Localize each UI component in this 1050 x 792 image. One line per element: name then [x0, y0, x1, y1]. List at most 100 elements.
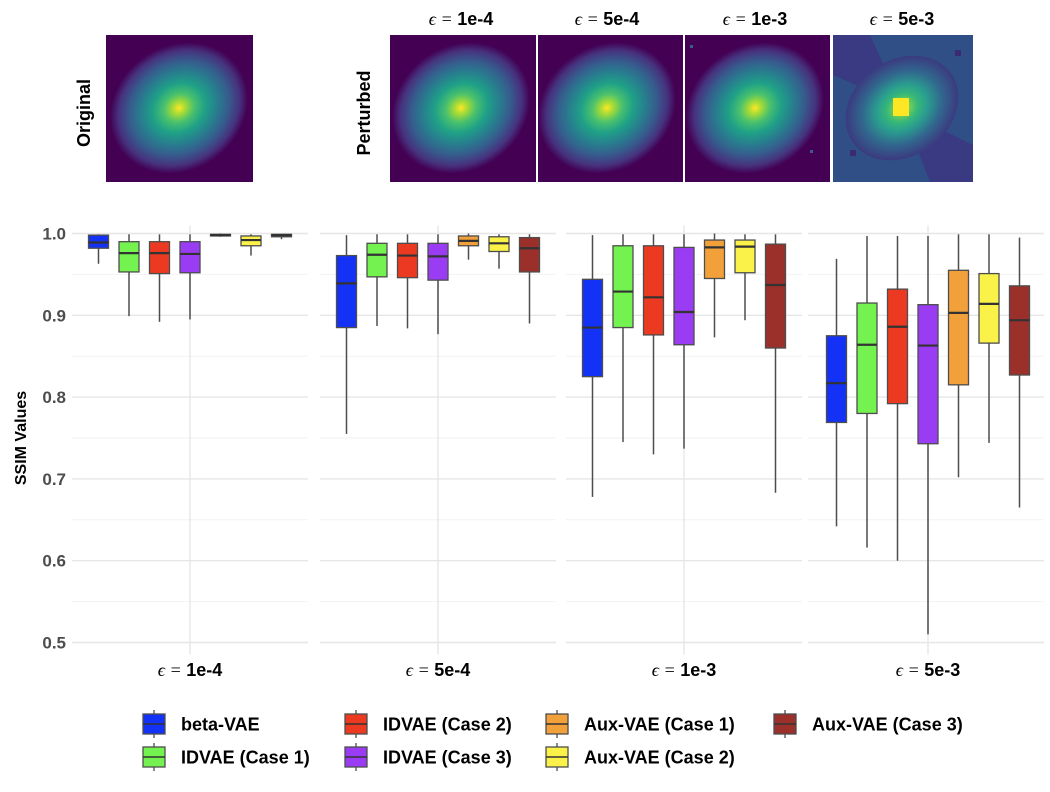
- box-idvae-case-3: [918, 236, 938, 634]
- panel-label-1-value: 1e-4: [186, 660, 222, 680]
- y-tick-label: 0.9: [42, 306, 66, 325]
- box-body: [428, 243, 448, 280]
- y-tick-label: 0.6: [42, 552, 66, 571]
- box-body: [337, 256, 357, 328]
- y-tick-label: 0.8: [42, 388, 66, 407]
- box-idvae-case-3: [428, 234, 448, 334]
- box-aux-vae-case-3: [520, 234, 540, 323]
- box-body: [520, 238, 540, 272]
- legend-label: Aux-VAE (Case 1): [584, 715, 735, 735]
- box-body: [1010, 286, 1030, 375]
- column-title-2: ϵ = 5e-4: [575, 9, 639, 29]
- box-aux-vae-case-1: [949, 234, 969, 477]
- box-beta-vae: [827, 259, 847, 526]
- perturbed-label: Perturbed: [354, 70, 374, 155]
- box-body: [119, 242, 139, 272]
- panel-label-2-value: 5e-4: [434, 660, 470, 680]
- boxplot-area: 0.50.60.70.80.91.0 SSIM Values ϵ = 1e-4 ϵ…: [13, 225, 1044, 681]
- box-body: [888, 289, 908, 404]
- column-title-4-value: 5e-3: [898, 9, 934, 29]
- box-aux-vae-case-3: [1010, 238, 1030, 508]
- box-aux-vae-case-1: [211, 234, 231, 237]
- boxplot-panels: [89, 234, 1030, 635]
- legend-label: IDVAE (Case 2): [383, 715, 512, 735]
- legend-label: IDVAE (Case 1): [181, 748, 310, 768]
- y-tick-label: 0.7: [42, 470, 66, 489]
- box-idvae-case-2: [888, 236, 908, 561]
- box-body: [735, 240, 755, 273]
- perturbed-image-5e-4: [512, 16, 701, 200]
- legend-label: beta-VAE: [181, 715, 260, 735]
- box-body: [705, 240, 725, 278]
- box-aux-vae-case-2: [489, 234, 509, 268]
- panel-label-4: ϵ = 5e-3: [896, 660, 960, 680]
- original-image: [84, 16, 273, 200]
- perturbed-image-1e-3: [660, 16, 849, 200]
- box-body: [398, 243, 418, 277]
- y-tick-label: 0.5: [42, 634, 66, 653]
- y-axis: 0.5 0.6 0.7 0.8 0.9 1.0: [42, 225, 66, 653]
- box-aux-vae-case-2: [979, 234, 999, 443]
- box-aux-vae-case-1: [459, 234, 479, 260]
- panel-label-1: ϵ = 1e-4: [158, 660, 222, 680]
- box-idvae-case-1: [613, 234, 633, 442]
- column-title-3: ϵ = 1e-3: [723, 9, 787, 29]
- panel-4: [827, 234, 1030, 634]
- perturbed-image-5e-3: [825, 34, 978, 182]
- legend-item: Aux-VAE (Case 3): [774, 710, 963, 738]
- column-title-4: ϵ = 5e-3: [870, 9, 934, 29]
- box-body: [979, 274, 999, 344]
- y-tick-label: 1.0: [42, 225, 66, 244]
- legend-label: IDVAE (Case 3): [383, 748, 512, 768]
- box-body: [644, 246, 664, 335]
- panel-1: [89, 234, 292, 322]
- box-idvae-case-3: [674, 234, 694, 448]
- box-body: [150, 242, 170, 274]
- box-idvae-case-1: [367, 234, 387, 326]
- legend-item: beta-VAE: [143, 710, 260, 738]
- legend-item: IDVAE (Case 3): [345, 743, 512, 771]
- panel-labels: ϵ = 1e-4 ϵ = 5e-4 ϵ = 1e-3 ϵ = 5e-3: [158, 660, 960, 680]
- box-body: [180, 242, 200, 273]
- panel-label-3-value: 1e-3: [680, 660, 716, 680]
- box-idvae-case-1: [119, 234, 139, 316]
- box-body: [827, 336, 847, 423]
- box-body: [918, 305, 938, 444]
- legend-item: IDVAE (Case 2): [345, 710, 512, 738]
- box-beta-vae: [337, 235, 357, 434]
- original-label: Original: [74, 79, 94, 147]
- box-aux-vae-case-2: [241, 234, 261, 255]
- panel-label-2: ϵ = 5e-4: [406, 660, 470, 680]
- y-axis-title: SSIM Values: [13, 391, 30, 485]
- panel-label-3: ϵ = 1e-3: [652, 660, 716, 680]
- perturbed-image-1e-4: [366, 16, 555, 200]
- column-title-3-value: 1e-3: [751, 9, 787, 29]
- box-body: [367, 243, 387, 277]
- column-title-1: ϵ = 1e-4: [429, 9, 493, 29]
- box-beta-vae: [89, 234, 109, 263]
- box-aux-vae-case-1: [705, 234, 725, 338]
- box-idvae-case-3: [180, 234, 200, 319]
- legend-item: Aux-VAE (Case 2): [546, 743, 735, 771]
- legend-item: IDVAE (Case 1): [143, 743, 310, 771]
- box-idvae-case-1: [857, 236, 877, 548]
- legend-label: Aux-VAE (Case 2): [584, 748, 735, 768]
- box-aux-vae-case-2: [735, 234, 755, 320]
- box-aux-vae-case-3: [272, 234, 292, 239]
- figure: Original Perturbed ϵ: [0, 0, 1050, 792]
- box-body: [949, 270, 969, 385]
- box-idvae-case-2: [150, 234, 170, 322]
- box-idvae-case-2: [398, 234, 418, 328]
- box-aux-vae-case-3: [766, 234, 786, 492]
- box-body: [766, 244, 786, 348]
- legend: beta-VAE IDVAE (Case 1) IDVAE (Case 2) IDVA…: [143, 710, 963, 771]
- panel-label-4-value: 5e-3: [924, 660, 960, 680]
- box-body: [857, 303, 877, 413]
- box-idvae-case-2: [644, 234, 664, 454]
- box-body: [613, 246, 633, 328]
- column-title-1-value: 1e-4: [457, 9, 493, 29]
- box-body: [674, 247, 694, 344]
- legend-label: Aux-VAE (Case 3): [812, 715, 963, 735]
- legend-item: Aux-VAE (Case 1): [546, 710, 735, 738]
- column-title-2-value: 5e-4: [603, 9, 639, 29]
